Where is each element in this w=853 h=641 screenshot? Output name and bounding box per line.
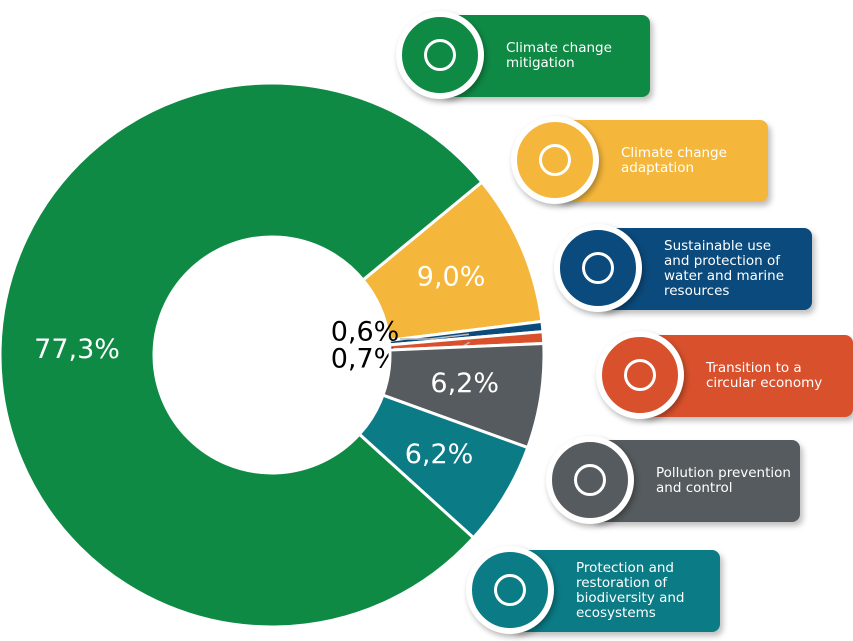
value-label: 6,2%	[405, 439, 474, 470]
icon-glyph	[494, 574, 526, 606]
icon-glyph	[574, 464, 606, 496]
legend-label: Climate change mitigation	[506, 40, 612, 71]
icon-glyph	[624, 359, 656, 391]
legend-icon	[554, 224, 642, 312]
legend-icon	[396, 11, 484, 99]
value-label: 6,2%	[430, 368, 499, 399]
leader-line	[400, 333, 469, 340]
value-label: 0,6%	[331, 317, 400, 348]
donut-segment	[0, 81, 484, 629]
value-label: 77,3%	[34, 334, 120, 365]
icon-glyph	[424, 39, 456, 71]
legend-label: Protection and restoration of biodiversi…	[576, 560, 685, 621]
legend-icon	[466, 546, 554, 634]
legend-label: Sustainable use and protection of water …	[664, 238, 785, 299]
legend-icon	[596, 331, 684, 419]
legend-label: Pollution prevention and control	[656, 465, 791, 496]
legend-label: Transition to a circular economy	[706, 360, 823, 391]
value-label: 9,0%	[417, 261, 486, 292]
legend-icon	[511, 116, 599, 204]
legend-label: Climate change adaptation	[621, 145, 727, 176]
legend-icon	[546, 436, 634, 524]
icon-glyph	[582, 252, 614, 284]
icon-glyph	[539, 144, 571, 176]
